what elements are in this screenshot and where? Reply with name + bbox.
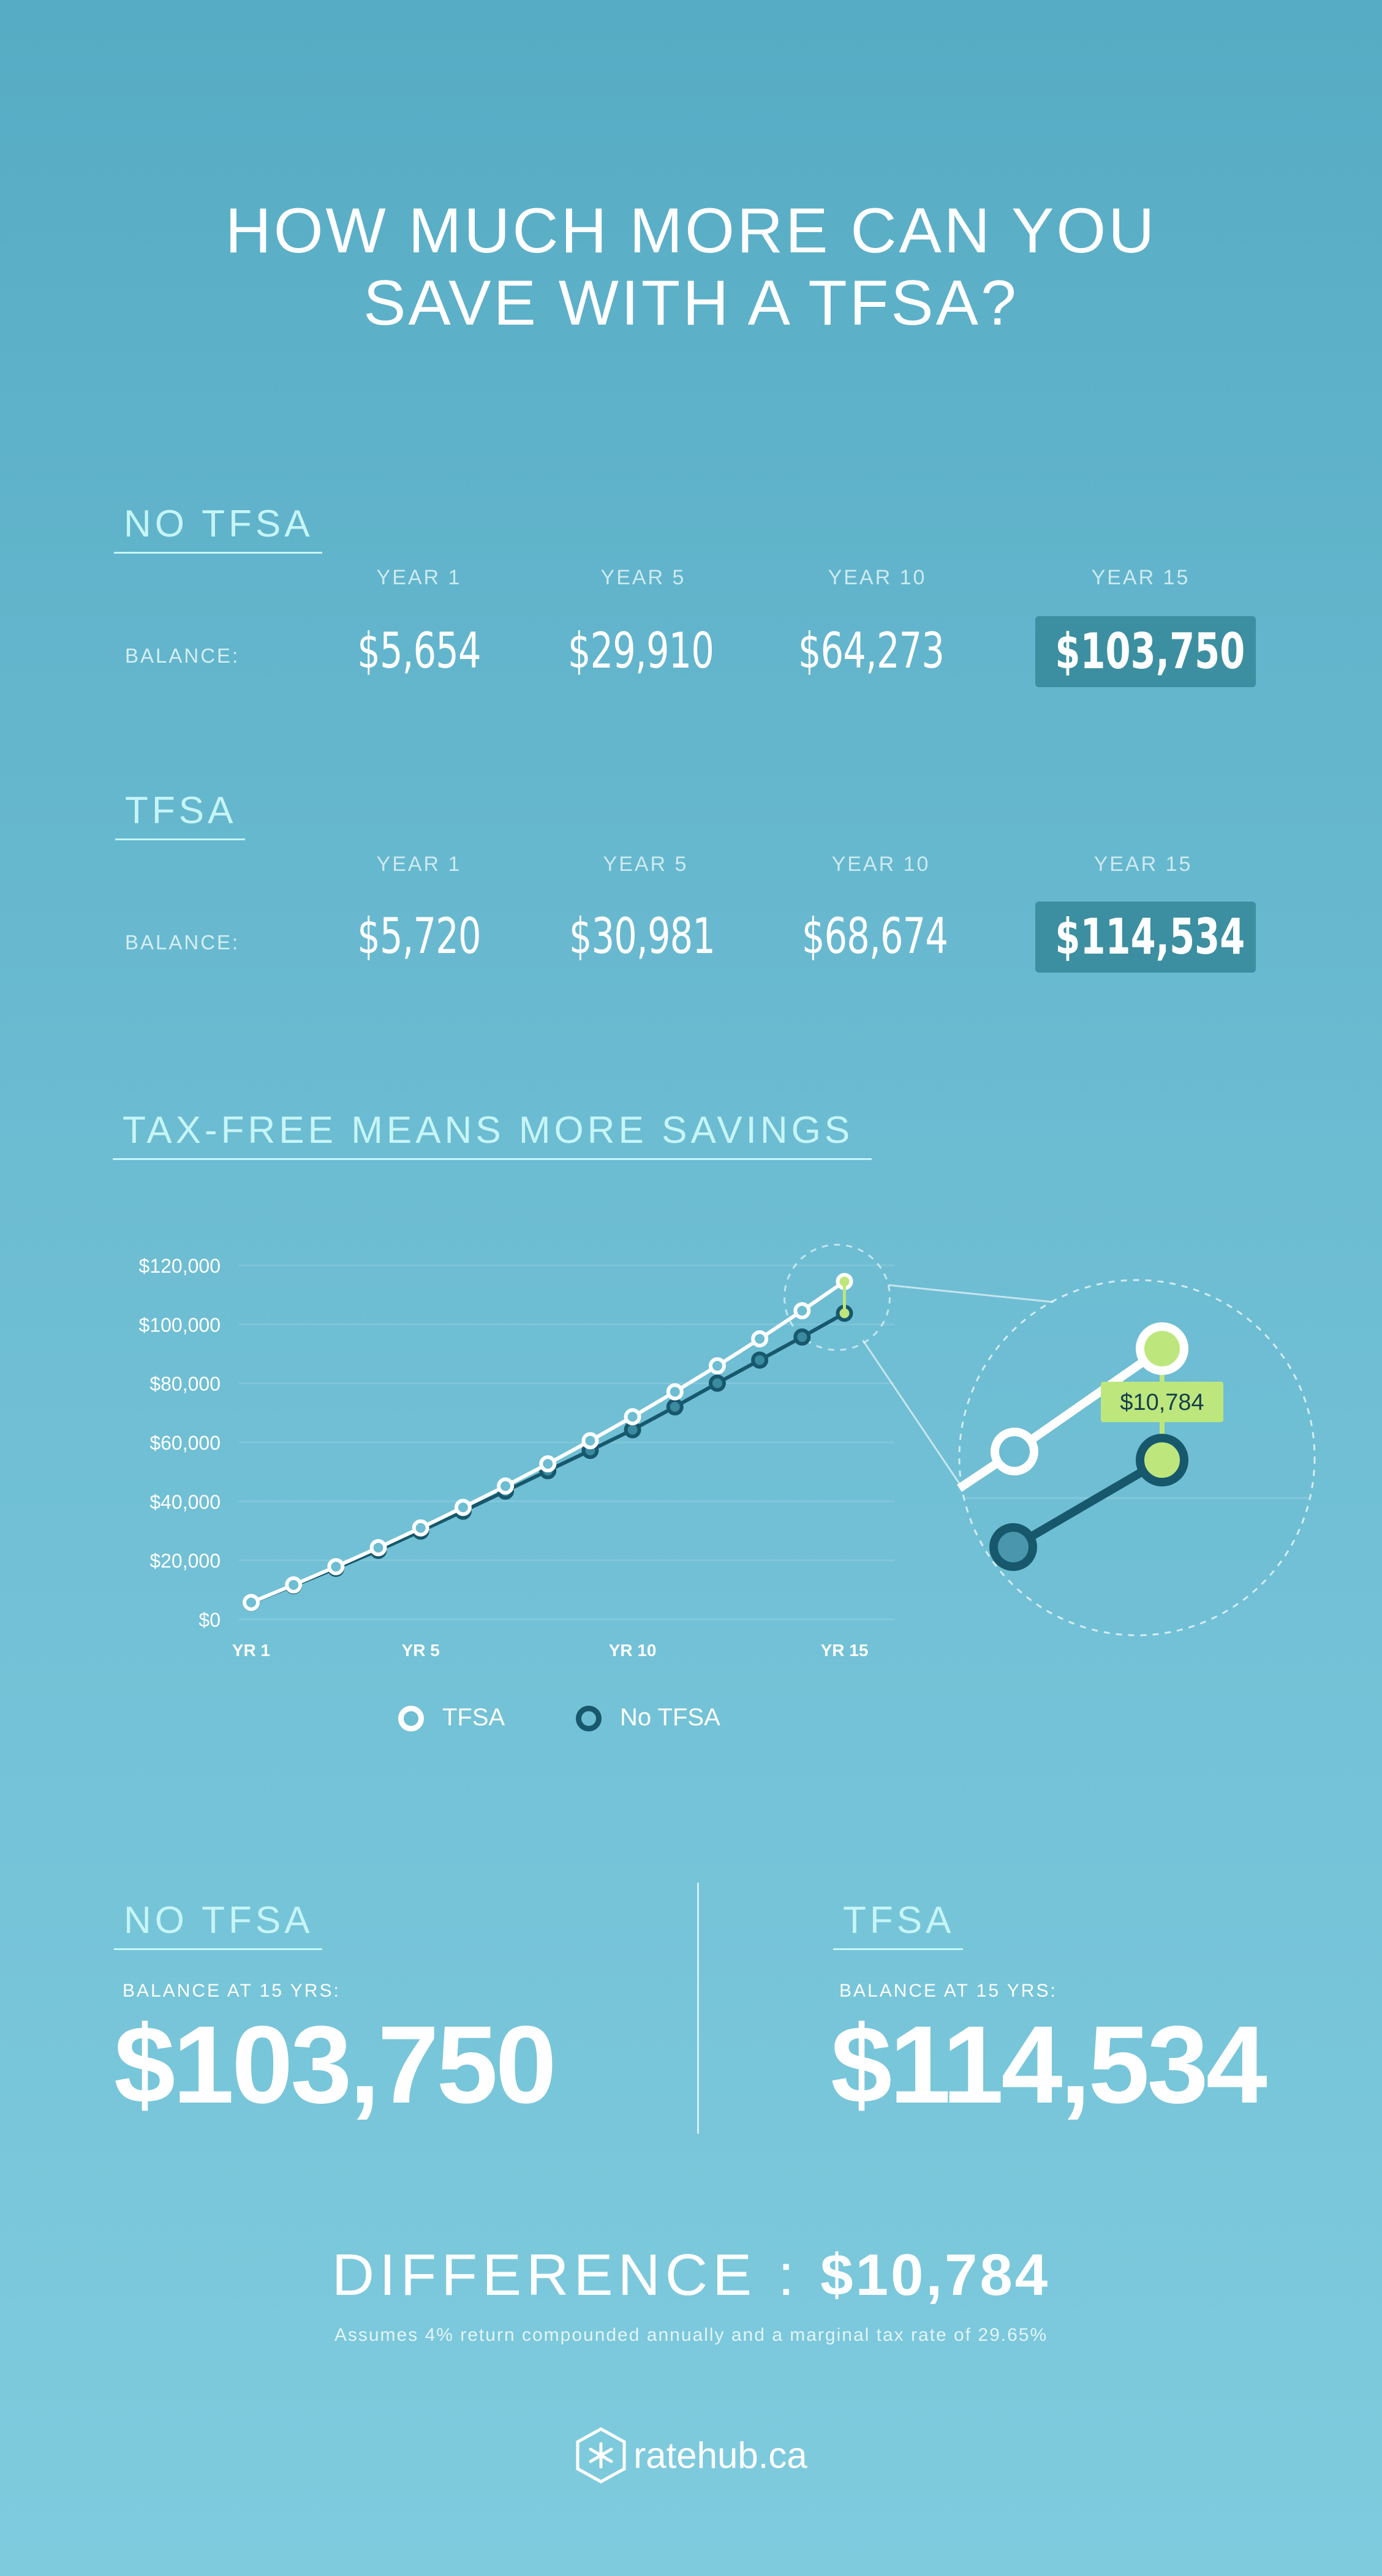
title-line-1: HOW MUCH MORE CAN YOU (225, 195, 1157, 266)
legend-no-tfsa-label: No TFSA (620, 1704, 720, 1731)
tfsa-col-year15: YEAR 15 (1093, 853, 1193, 876)
brand-name: ratehub.ca (633, 2435, 807, 2476)
no-tfsa-point (751, 1351, 769, 1369)
hexagon-asterisk-icon (576, 2427, 626, 2484)
legend-no-tfsa: No TFSA (576, 1704, 720, 1732)
legend-tfsa: TFSA (398, 1704, 505, 1732)
summary-tfsa-label: BALANCE AT 15 YRS: (839, 1981, 1057, 2001)
no-tfsa-heading: NO TFSA (114, 502, 322, 554)
zoom-connector-top (888, 1284, 1054, 1303)
no-tfsa-point (666, 1398, 684, 1416)
summary-tfsa-heading: TFSA (833, 1899, 964, 1950)
tfsa-point (369, 1539, 387, 1557)
zoom-no-tfsa-line (1011, 1456, 1165, 1551)
tfsa-col-year5: YEAR 5 (603, 853, 689, 876)
summary-no-tfsa-label: BALANCE AT 15 YRS: (123, 1981, 341, 2001)
y-tick-label: $0 (198, 1609, 221, 1631)
summary-divider (697, 1883, 699, 2134)
no-tfsa-value-year5: $29,910 (567, 622, 714, 679)
y-tick-label: $40,000 (149, 1491, 221, 1513)
summary-no-tfsa-value: $103,750 (114, 2003, 557, 2126)
zoom-tfsa-point (991, 1428, 1038, 1475)
summary-no-tfsa-heading: NO TFSA (114, 1899, 322, 1950)
no-tfsa-col-year10: YEAR 10 (828, 566, 927, 589)
y-axis-ticks: $0 $20,000 $40,000 $60,000 $80,000 $100,000 $1… (139, 1255, 221, 1631)
zoom-inset: $10,784 (957, 1279, 1316, 1636)
no-tfsa-col-year15: YEAR 15 (1091, 566, 1190, 589)
summary-tfsa-value: $114,534 (831, 2003, 1267, 2126)
x-tick-label: YR 15 (821, 1641, 869, 1660)
tfsa-point (454, 1499, 472, 1516)
tfsa-point (751, 1330, 769, 1347)
y-tick-label: $120,000 (139, 1255, 221, 1277)
callout-value: $10,784 (1120, 1390, 1204, 1415)
footnote: Assumes 4% return compounded annually an… (334, 2325, 1048, 2345)
x-tick-label: YR 1 (232, 1641, 270, 1660)
tfsa-point (793, 1302, 811, 1320)
zoom-no-tfsa-endpoint (1136, 1434, 1188, 1486)
tfsa-col-year1: YEAR 1 (376, 853, 462, 876)
zoom-no-tfsa-point (989, 1523, 1037, 1571)
legend-no-tfsa-marker (576, 1706, 602, 1732)
tfsa-point (581, 1432, 599, 1450)
x-tick-label: YR 5 (402, 1641, 440, 1660)
no-tfsa-value-year15: $103,750 (1055, 623, 1245, 680)
difference-value: $10,784 (820, 2242, 1051, 2308)
tfsa-balance-label: BALANCE: (125, 931, 240, 954)
tfsa-value-year15: $114,534 (1055, 908, 1245, 965)
tfsa-point (666, 1383, 684, 1401)
difference-line: DIFFERENCE : $10,784 (0, 2242, 1382, 2309)
no-tfsa-value-year10: $64,273 (798, 622, 945, 679)
tfsa-point (285, 1576, 303, 1594)
legend-tfsa-label: TFSA (442, 1704, 505, 1731)
tfsa-col-year10: YEAR 10 (831, 853, 931, 876)
no-tfsa-value-year1: $5,654 (357, 622, 481, 679)
tfsa-value-year5: $30,981 (568, 908, 716, 965)
chart-heading: TAX-FREE MEANS MORE SAVINGS (113, 1109, 872, 1160)
no-tfsa-point (793, 1328, 811, 1346)
difference-label: DIFFERENCE : (331, 2242, 799, 2308)
no-tfsa-point (708, 1374, 726, 1392)
title-line-2: SAVE WITH A TFSA? (363, 268, 1019, 339)
y-tick-label: $80,000 (149, 1373, 221, 1395)
brand-logo[interactable]: ratehub.ca (0, 2427, 1382, 2484)
tfsa-year15-highlight: $114,534 (1035, 902, 1256, 973)
tfsa-point (539, 1455, 557, 1473)
no-tfsa-col-year5: YEAR 5 (600, 566, 686, 589)
x-tick-label: YR 10 (609, 1641, 657, 1660)
x-axis-ticks: YR 1 YR 5 YR 10 YR 15 (232, 1641, 869, 1660)
y-tick-label: $100,000 (139, 1314, 221, 1336)
no-tfsa-col-year1: YEAR 1 (376, 566, 462, 589)
zoom-tfsa-endpoint (1136, 1322, 1188, 1375)
tfsa-point (624, 1408, 641, 1426)
zoom-connector-bottom (862, 1339, 965, 1491)
y-tick-label: $60,000 (149, 1432, 221, 1454)
tfsa-point (327, 1558, 345, 1576)
tfsa-point (708, 1357, 726, 1375)
legend-tfsa-marker (398, 1706, 424, 1732)
chart-series (243, 1273, 853, 1611)
callout-box (1101, 1382, 1223, 1422)
y-tick-label: $20,000 (149, 1550, 221, 1572)
zoom-tfsa-line (1011, 1345, 1165, 1455)
tfsa-point (243, 1594, 260, 1611)
savings-line-chart: $0 $20,000 $40,000 $60,000 $80,000 $100,000 $1… (139, 1243, 1316, 1660)
tfsa-point (412, 1519, 429, 1537)
tfsa-point (497, 1477, 515, 1495)
no-tfsa-year15-highlight: $103,750 (1035, 616, 1256, 687)
tfsa-value-year1: $5,720 (357, 908, 481, 965)
no-tfsa-balance-label: BALANCE: (125, 644, 240, 667)
tfsa-heading: TFSA (115, 789, 246, 840)
page-title: HOW MUCH MORE CAN YOU SAVE WITH A TFSA? (0, 195, 1382, 339)
tfsa-value-year10: $68,674 (801, 908, 948, 965)
